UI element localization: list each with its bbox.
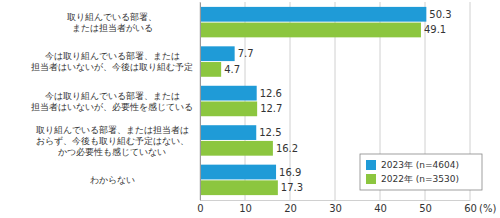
y-tick-label-line: 今は取り組んでいる部署、または: [45, 51, 180, 61]
x-tick: 60: [464, 200, 477, 214]
y-tick-label-line: または担当者がいる: [72, 23, 153, 33]
data-label: 16.9: [279, 167, 301, 178]
x-axis-title: (%): [479, 203, 496, 214]
bar: [200, 86, 257, 101]
y-tick-label: 取り組んでいる部署、または担当者はおらず、今後も取り組む予定はない、かつ必要性も…: [36, 125, 189, 157]
y-tick: 取り組んでいる部署、または担当者がいる: [67, 12, 200, 33]
data-label: 12.6: [260, 88, 282, 99]
y-tick: 取り組んでいる部署、または担当者はおらず、今後も取り組む予定はない、かつ必要性も…: [36, 125, 201, 157]
bar: [200, 62, 221, 77]
x-tick-label: 50: [419, 203, 432, 214]
y-tick-label-line: かつ必要性も感じていない: [58, 147, 166, 157]
x-tick-label: 10: [239, 203, 252, 214]
bar: [200, 7, 426, 22]
chart-container: 50.3 7.7 12.6 12.5 16.9 49.1 4.7 12.7 16.2 17.3 0 1…: [0, 0, 500, 218]
y-tick: 今は取り組んでいる部署、または担当者はいないが、今後は取り組む予定: [31, 51, 200, 72]
y-tick: わからない: [90, 175, 201, 185]
y-tick: 今は取り組んでいる部署、または担当者はいないが、必要性を感じている: [31, 91, 200, 112]
data-label: 12.5: [259, 127, 281, 138]
data-label: 12.7: [260, 103, 282, 114]
bar: [200, 23, 421, 38]
x-axis: 0 10 20 30 40 50 60: [197, 200, 477, 214]
chart-svg: 50.3 7.7 12.6 12.5 16.9 49.1 4.7 12.7 16.2 17.3 0 1…: [0, 0, 500, 218]
y-axis: 取り組んでいる部署、または担当者がいる今は取り組んでいる部署、または担当者はいな…: [31, 3, 201, 201]
legend-label: 2023年 (n=4604): [381, 160, 459, 170]
data-label: 17.3: [281, 182, 303, 193]
y-tick-label-line: 今は取り組んでいる部署、または: [45, 91, 180, 101]
x-tick: 30: [329, 200, 342, 214]
x-tick-label: 60: [464, 203, 477, 214]
y-tick-label: 今は取り組んでいる部署、または担当者はいないが、今後は取り組む予定: [31, 51, 193, 72]
y-tick-label-line: 取り組んでいる部署、: [67, 12, 157, 22]
y-tick-label-line: わからない: [90, 175, 135, 185]
bar: [200, 101, 257, 116]
bar: [200, 125, 256, 140]
legend-swatch: [366, 160, 376, 170]
data-label: 4.7: [224, 64, 240, 75]
data-label: 16.2: [276, 143, 298, 154]
x-axis-line: [201, 200, 471, 201]
legend-swatch: [366, 174, 376, 184]
bar: [200, 141, 273, 156]
y-tick-label-line: おらず、今後も取り組む予定はない、: [36, 136, 189, 146]
x-tick-label: 30: [329, 203, 342, 214]
bar: [200, 46, 235, 61]
data-label: 7.7: [238, 48, 254, 59]
bar: [200, 165, 276, 180]
y-axis-line: [200, 3, 201, 201]
y-tick-label: 今は取り組んでいる部署、または担当者はいないが、必要性を感じている: [31, 91, 193, 112]
y-tick-label-line: 担当者はいないが、今後は取り組む予定: [31, 62, 193, 72]
data-label: 49.1: [424, 24, 446, 35]
legend-label: 2022年 (n=3530): [381, 174, 459, 184]
y-tick-label-line: 取り組んでいる部署、または担当者は: [36, 125, 189, 135]
y-tick-label: 取り組んでいる部署、または担当者がいる: [67, 12, 157, 33]
x-tick: 10: [239, 200, 252, 214]
legend-box: [360, 154, 482, 190]
x-tick: 20: [284, 200, 297, 214]
x-tick: 0: [197, 200, 203, 214]
x-tick-label: 40: [374, 203, 387, 214]
y-tick-label-line: 担当者はいないが、必要性を感じている: [31, 102, 193, 112]
x-tick-label: 20: [284, 203, 297, 214]
grid-line: [200, 2, 201, 200]
bar: [200, 180, 278, 195]
legend: 2023年 (n=4604) 2022年 (n=3530): [360, 154, 482, 190]
x-tick: 50: [419, 200, 432, 214]
data-label: 50.3: [429, 9, 451, 20]
x-tick-label: 0: [197, 203, 203, 214]
y-tick-label: わからない: [90, 175, 135, 185]
x-tick: 40: [374, 200, 387, 214]
